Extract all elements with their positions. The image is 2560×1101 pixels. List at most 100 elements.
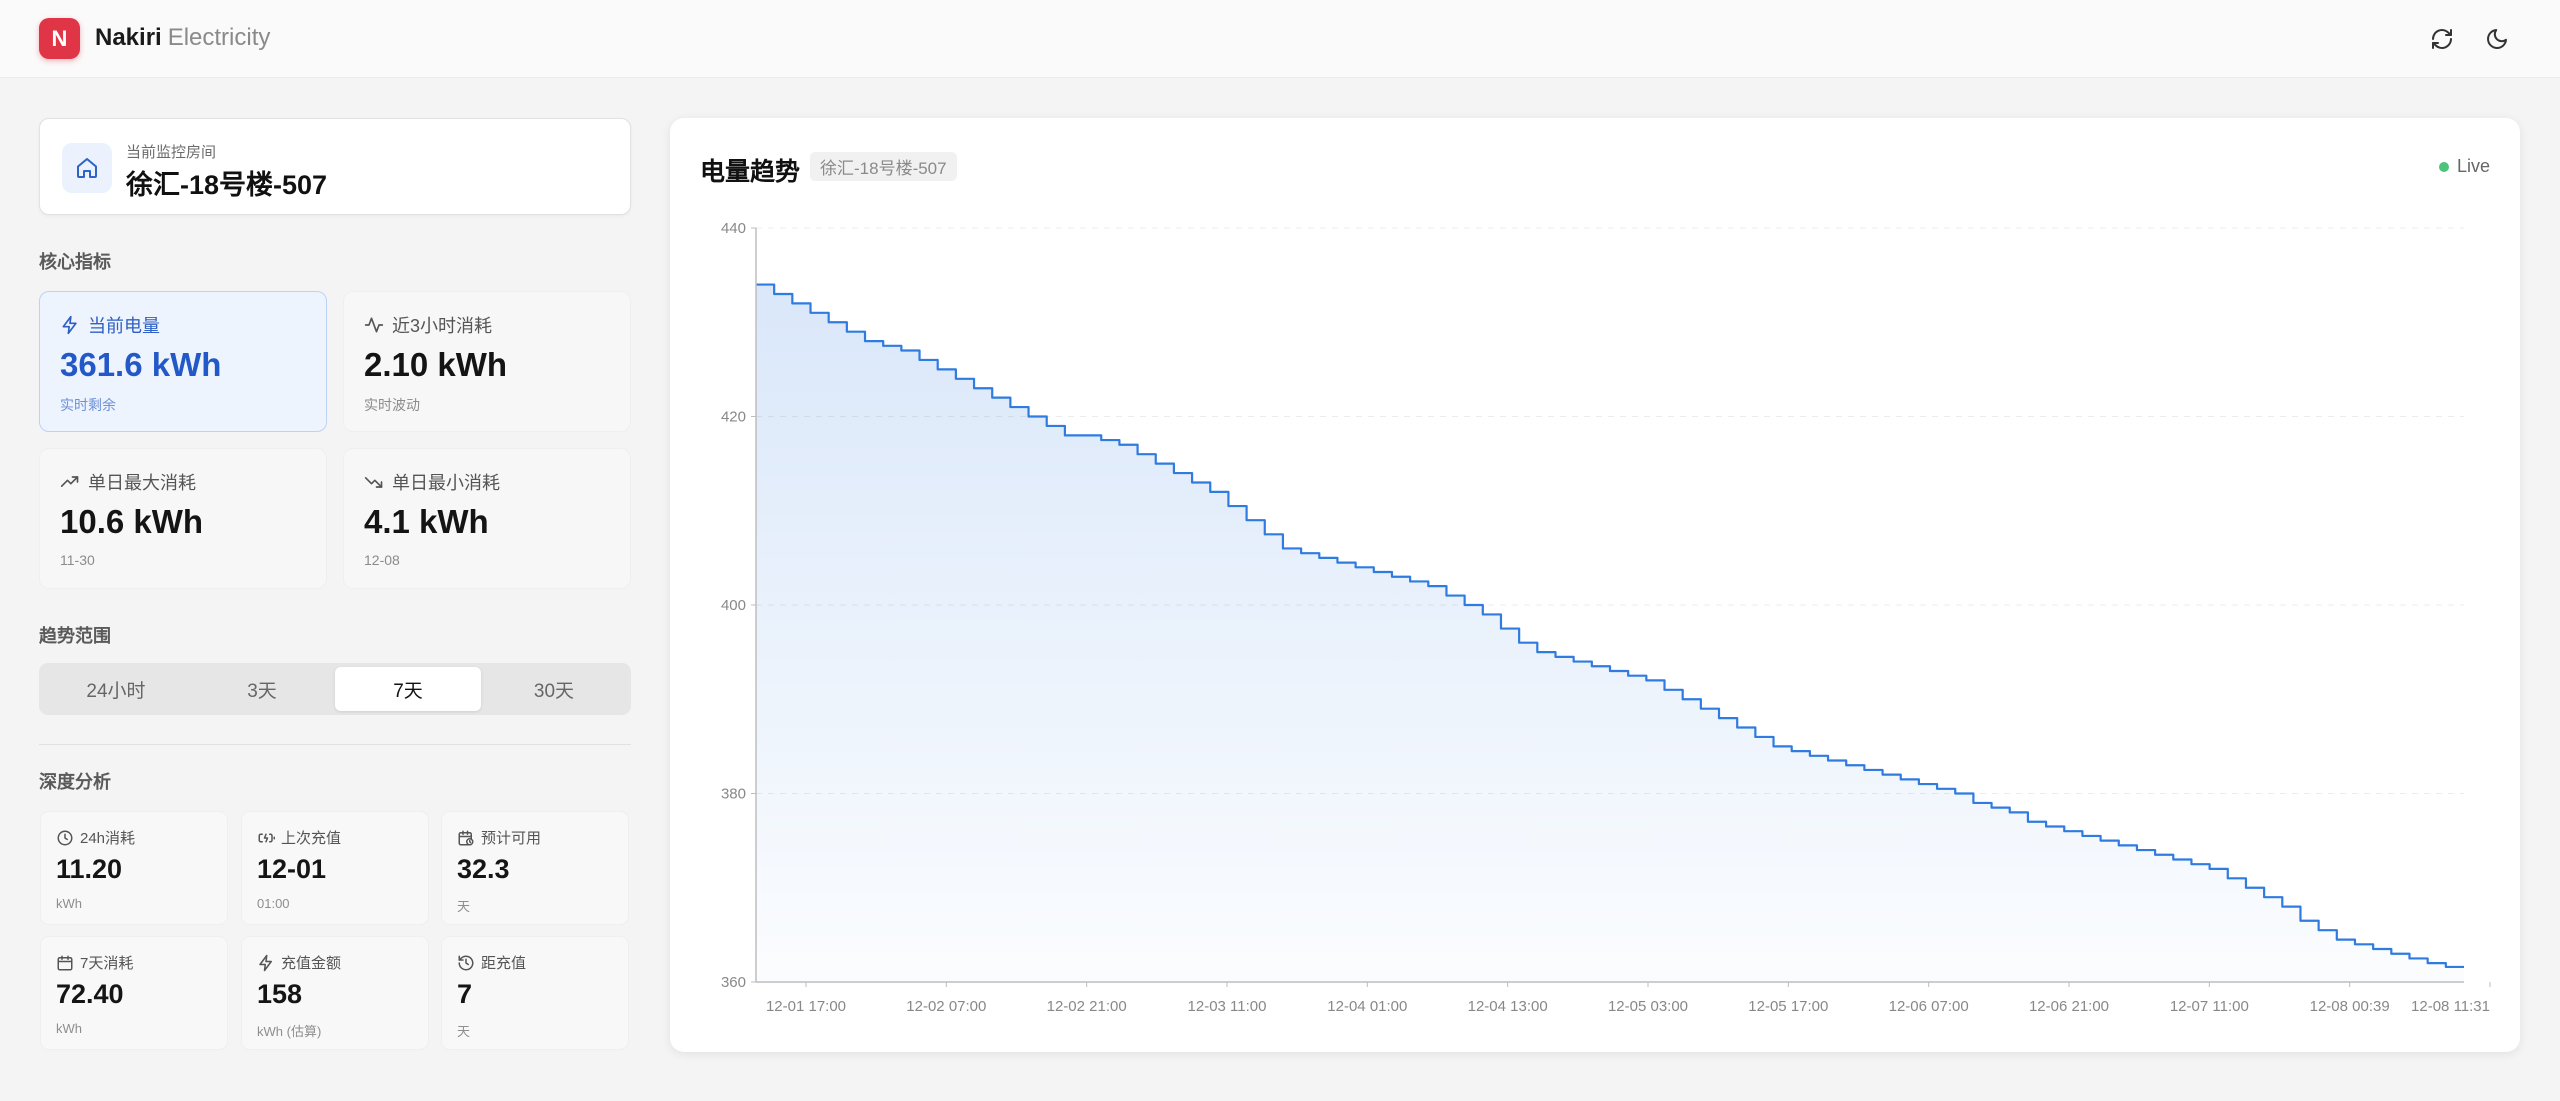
x-tick-label: 12-02 07:00: [906, 998, 986, 1015]
calendar-clock-icon: [458, 830, 474, 845]
live-dot-icon: [2438, 161, 2449, 172]
x-tick-label: 12-04 01:00: [1327, 998, 1407, 1015]
chart-title: 电量趋势: [700, 158, 801, 186]
theme-toggle-button[interactable]: [2477, 21, 2517, 57]
mini-sub: 天: [457, 1024, 471, 1039]
chart-card: 电量趋势 徐汇-18号楼-507 Live 360 380 400 420 440 12-…: [670, 118, 2520, 1052]
analysis-title: 深度分析: [39, 772, 111, 792]
mini-label: 距充值: [481, 955, 527, 972]
stat-sub: 实时剩余: [60, 397, 116, 413]
stat-value: 10.6 kWh: [60, 503, 204, 540]
range-option-24h[interactable]: 24小时: [86, 680, 146, 702]
brand-suffix: Electricity: [167, 24, 271, 51]
divider: [39, 744, 631, 745]
room-icon-box: [62, 143, 112, 193]
mini-label: 预计可用: [481, 830, 542, 847]
mini-label: 充值金额: [281, 955, 342, 972]
x-tick-label: 12-08 00:39: [2310, 998, 2390, 1015]
stat-head: 当前电量: [60, 312, 160, 338]
y-tick-label: 440: [721, 220, 746, 237]
trending-down-icon: [364, 477, 383, 488]
stat-head: 单日最大消耗: [60, 469, 196, 495]
mini-label: 24h消耗: [80, 830, 136, 847]
y-tick-label: 360: [721, 974, 746, 991]
stat-value: 361.6 kWh: [60, 346, 222, 383]
mini-sub: kWh: [56, 1021, 82, 1036]
mini-value: 32.3: [457, 854, 510, 884]
mini-value: 7: [457, 979, 473, 1009]
y-tick-label: 400: [721, 597, 746, 614]
app-header: N Nakiri Electricity: [0, 0, 2560, 78]
analysis-card-since-recharge: 距充值 7 天: [441, 936, 629, 1050]
stat-card-current-energy[interactable]: 当前电量 361.6 kWh 实时剩余: [39, 291, 327, 432]
logo-badge: N: [39, 18, 80, 59]
refresh-button[interactable]: [2422, 21, 2462, 57]
live-label: Live: [2456, 156, 2490, 176]
core-metrics-title: 核心指标: [39, 252, 111, 272]
mini-value: 12-01: [257, 854, 327, 884]
mini-label: 上次充值: [281, 830, 342, 847]
mini-sub: 01:00: [257, 896, 290, 911]
stat-head: 单日最小消耗: [364, 469, 500, 495]
room-name: 徐汇-18号楼-507: [126, 170, 328, 200]
room-label: 当前监控房间: [126, 144, 217, 161]
home-icon: [77, 158, 97, 178]
x-tick-label: 12-04 13:00: [1468, 998, 1548, 1015]
mini-head: 上次充值: [257, 827, 341, 848]
mini-value: 158: [257, 979, 303, 1009]
range-option-3d[interactable]: 3天: [247, 680, 277, 702]
energy-trend-chart[interactable]: 360 380 400 420 440 12-01 17:00 12-02 07:00 12-…: [670, 118, 2520, 1052]
mini-sub: kWh: [56, 896, 82, 911]
analysis-card-last-recharge: 上次充值 12-01 01:00: [241, 811, 429, 925]
stat-sub: 实时波动: [364, 397, 420, 413]
y-tick-label: 420: [721, 409, 746, 426]
chart-axes: [751, 227, 2491, 987]
brand-title: Nakiri: [95, 24, 162, 51]
analysis-card-recharge-amount: 充值金额 158 kWh (估算): [241, 936, 429, 1050]
x-tick-label: 12-08 11:31: [2411, 998, 2490, 1015]
trending-up-icon: [60, 476, 79, 487]
stat-card-daily-max[interactable]: 单日最大消耗 10.6 kWh 11-30: [39, 448, 327, 589]
room-card[interactable]: 当前监控房间 徐汇-18号楼-507: [39, 118, 631, 215]
stat-sub: 12-08: [364, 552, 400, 568]
x-tick-label: 12-05 17:00: [1748, 998, 1828, 1015]
mini-value: 11.20: [56, 854, 123, 884]
x-tick-label: 12-02 21:00: [1047, 998, 1127, 1015]
stat-label: 单日最小消耗: [392, 473, 500, 493]
chart-tick-labels: 360 380 400 420 440 12-01 17:00 12-02 07:00 12-…: [721, 220, 2490, 1015]
range-option-30d[interactable]: 30天: [533, 680, 575, 702]
series-line: [756, 283, 2464, 969]
analysis-card-24h: 24h消耗 11.20 kWh: [40, 811, 228, 925]
x-tick-label: 12-05 03:00: [1608, 998, 1688, 1015]
mini-value: 72.40: [56, 979, 124, 1009]
calendar-icon: [57, 955, 73, 970]
range-option-7d[interactable]: 7天: [335, 667, 481, 711]
range-selector: 24小时 3天 7天 30天: [39, 663, 631, 715]
analysis-card-7d: 7天消耗 72.40 kWh: [40, 936, 228, 1050]
mini-head: 距充值: [457, 952, 526, 973]
refresh-icon: [2432, 29, 2452, 49]
stat-card-daily-min[interactable]: 单日最小消耗 4.1 kWh 12-08: [343, 448, 631, 589]
moon-icon: [2487, 29, 2507, 49]
mini-head: 7天消耗: [56, 952, 133, 973]
x-tick-label: 12-06 21:00: [2029, 998, 2109, 1015]
charging-icon: [258, 833, 275, 842]
stat-sub: 11-30: [60, 552, 95, 568]
x-tick-label: 12-01 17:00: [766, 998, 846, 1015]
series-area: [756, 284, 2464, 982]
stat-label: 近3小时消耗: [392, 316, 493, 336]
mini-sub: 天: [457, 899, 471, 914]
clock-icon: [57, 830, 73, 845]
history-icon: [458, 955, 474, 970]
x-tick-label: 12-07 11:00: [2170, 998, 2249, 1015]
chart-area-layer: [756, 283, 2464, 982]
y-tick-label: 380: [721, 786, 746, 803]
live-indicator: Live: [2438, 156, 2490, 177]
stat-label: 当前电量: [88, 316, 160, 336]
stat-card-3h-consumption[interactable]: 近3小时消耗 2.10 kWh 实时波动: [343, 291, 631, 432]
bolt-icon: [259, 954, 272, 971]
range-title: 趋势范围: [39, 626, 111, 646]
stat-value: 2.10 kWh: [364, 346, 508, 383]
x-tick-label: 12-06 07:00: [1889, 998, 1969, 1015]
bolt-icon: [62, 315, 77, 335]
